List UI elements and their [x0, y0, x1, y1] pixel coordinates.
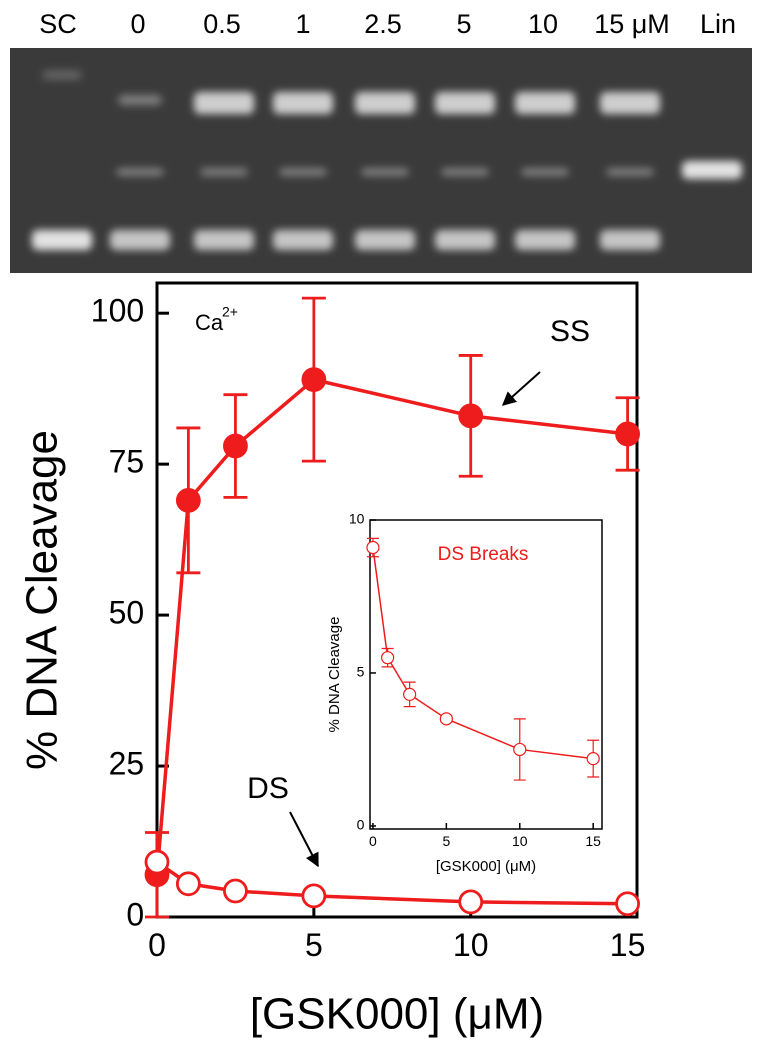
gel-band	[435, 92, 495, 114]
y-tick-label: 75	[109, 444, 145, 480]
lane-label: Lin	[700, 9, 736, 39]
gel-band	[600, 92, 660, 114]
gel-band	[279, 168, 327, 176]
series-label: SS	[550, 315, 590, 348]
gel-band	[435, 230, 495, 250]
gel-band	[118, 95, 162, 105]
gel-band	[273, 230, 333, 250]
data-point	[458, 889, 484, 915]
series-label: DS	[247, 772, 289, 805]
series-line	[155, 377, 628, 875]
x-tick-label: 5	[305, 927, 323, 963]
gel-band	[42, 70, 82, 80]
gel-band	[600, 230, 660, 250]
lane-label: 0	[130, 9, 145, 39]
ds-arrow	[289, 811, 319, 868]
gel-band	[515, 230, 575, 250]
gel-band	[515, 92, 575, 114]
y-tick-label: 25	[109, 746, 145, 782]
plot-frame	[369, 519, 603, 830]
data-point	[458, 403, 484, 429]
x-tick-label: 0	[369, 833, 377, 849]
lane-label: 10	[528, 9, 558, 39]
gel-bands	[32, 70, 742, 250]
x-tick-label: 5	[442, 833, 450, 849]
y-tick-label: 0	[126, 896, 144, 932]
lane-label: 1	[295, 9, 310, 39]
data-point	[223, 878, 248, 904]
gel-band	[194, 230, 254, 250]
y-tick-label: 5	[357, 664, 365, 680]
x-tick-label: 15	[610, 927, 646, 963]
gel-band	[273, 92, 333, 114]
gel-band	[441, 168, 489, 176]
gel-band	[200, 168, 248, 176]
y-tick-label: 10	[349, 511, 365, 527]
x-tick-label: 15	[585, 833, 601, 849]
ion-superscript: 2+	[222, 304, 238, 320]
lane-label: 0.5	[203, 9, 241, 39]
gel-band	[32, 230, 92, 250]
data-point	[223, 433, 248, 459]
data-point	[301, 367, 327, 393]
ss-arrow	[501, 371, 541, 406]
gel-band	[682, 161, 742, 179]
data-point	[144, 849, 170, 875]
y-tick-label: 50	[109, 595, 145, 631]
series-line	[372, 547, 594, 760]
gel-band	[355, 92, 415, 114]
x-axis-label: [GSK000] (μM)	[250, 990, 544, 1039]
y-axis-label: % DNA Cleavage	[18, 430, 67, 770]
ion-label: Ca	[195, 310, 224, 335]
gel-band	[606, 168, 654, 176]
y-axis-label: % DNA Cleavage	[326, 617, 343, 733]
x-tick-label: 10	[453, 927, 489, 963]
gel-band	[361, 168, 409, 176]
data-point	[439, 712, 453, 726]
gel-band	[194, 92, 254, 114]
lane-label: 2.5	[364, 9, 402, 39]
data-point	[586, 752, 600, 766]
y-tick-label: 0	[357, 817, 365, 833]
x-tick-label: 0	[148, 927, 166, 963]
lane-label: SC	[39, 9, 77, 39]
data-point	[366, 540, 380, 555]
data-point	[301, 883, 327, 909]
data-point	[615, 891, 640, 917]
gel-band	[116, 168, 164, 176]
x-tick-label: 10	[512, 833, 528, 849]
gel-band	[521, 168, 569, 176]
lane-labels: SC 0 0.5 1 2.5 5 10 15 μM Lin	[39, 9, 736, 39]
data-point	[381, 651, 395, 665]
x-axis-label: [GSK000] (μM)	[436, 858, 536, 875]
lane-label: 15 μM	[594, 9, 670, 39]
data-point	[403, 687, 417, 701]
inset-title: DS Breaks	[438, 544, 529, 565]
data-point	[175, 487, 201, 513]
gel-band	[110, 230, 170, 250]
data-point	[513, 742, 527, 757]
y-tick-label: 100	[91, 293, 144, 329]
lane-label: 5	[456, 9, 471, 39]
data-point	[175, 871, 201, 897]
gel-band	[355, 230, 415, 250]
data-point	[615, 421, 640, 447]
plot-frame	[155, 281, 639, 919]
